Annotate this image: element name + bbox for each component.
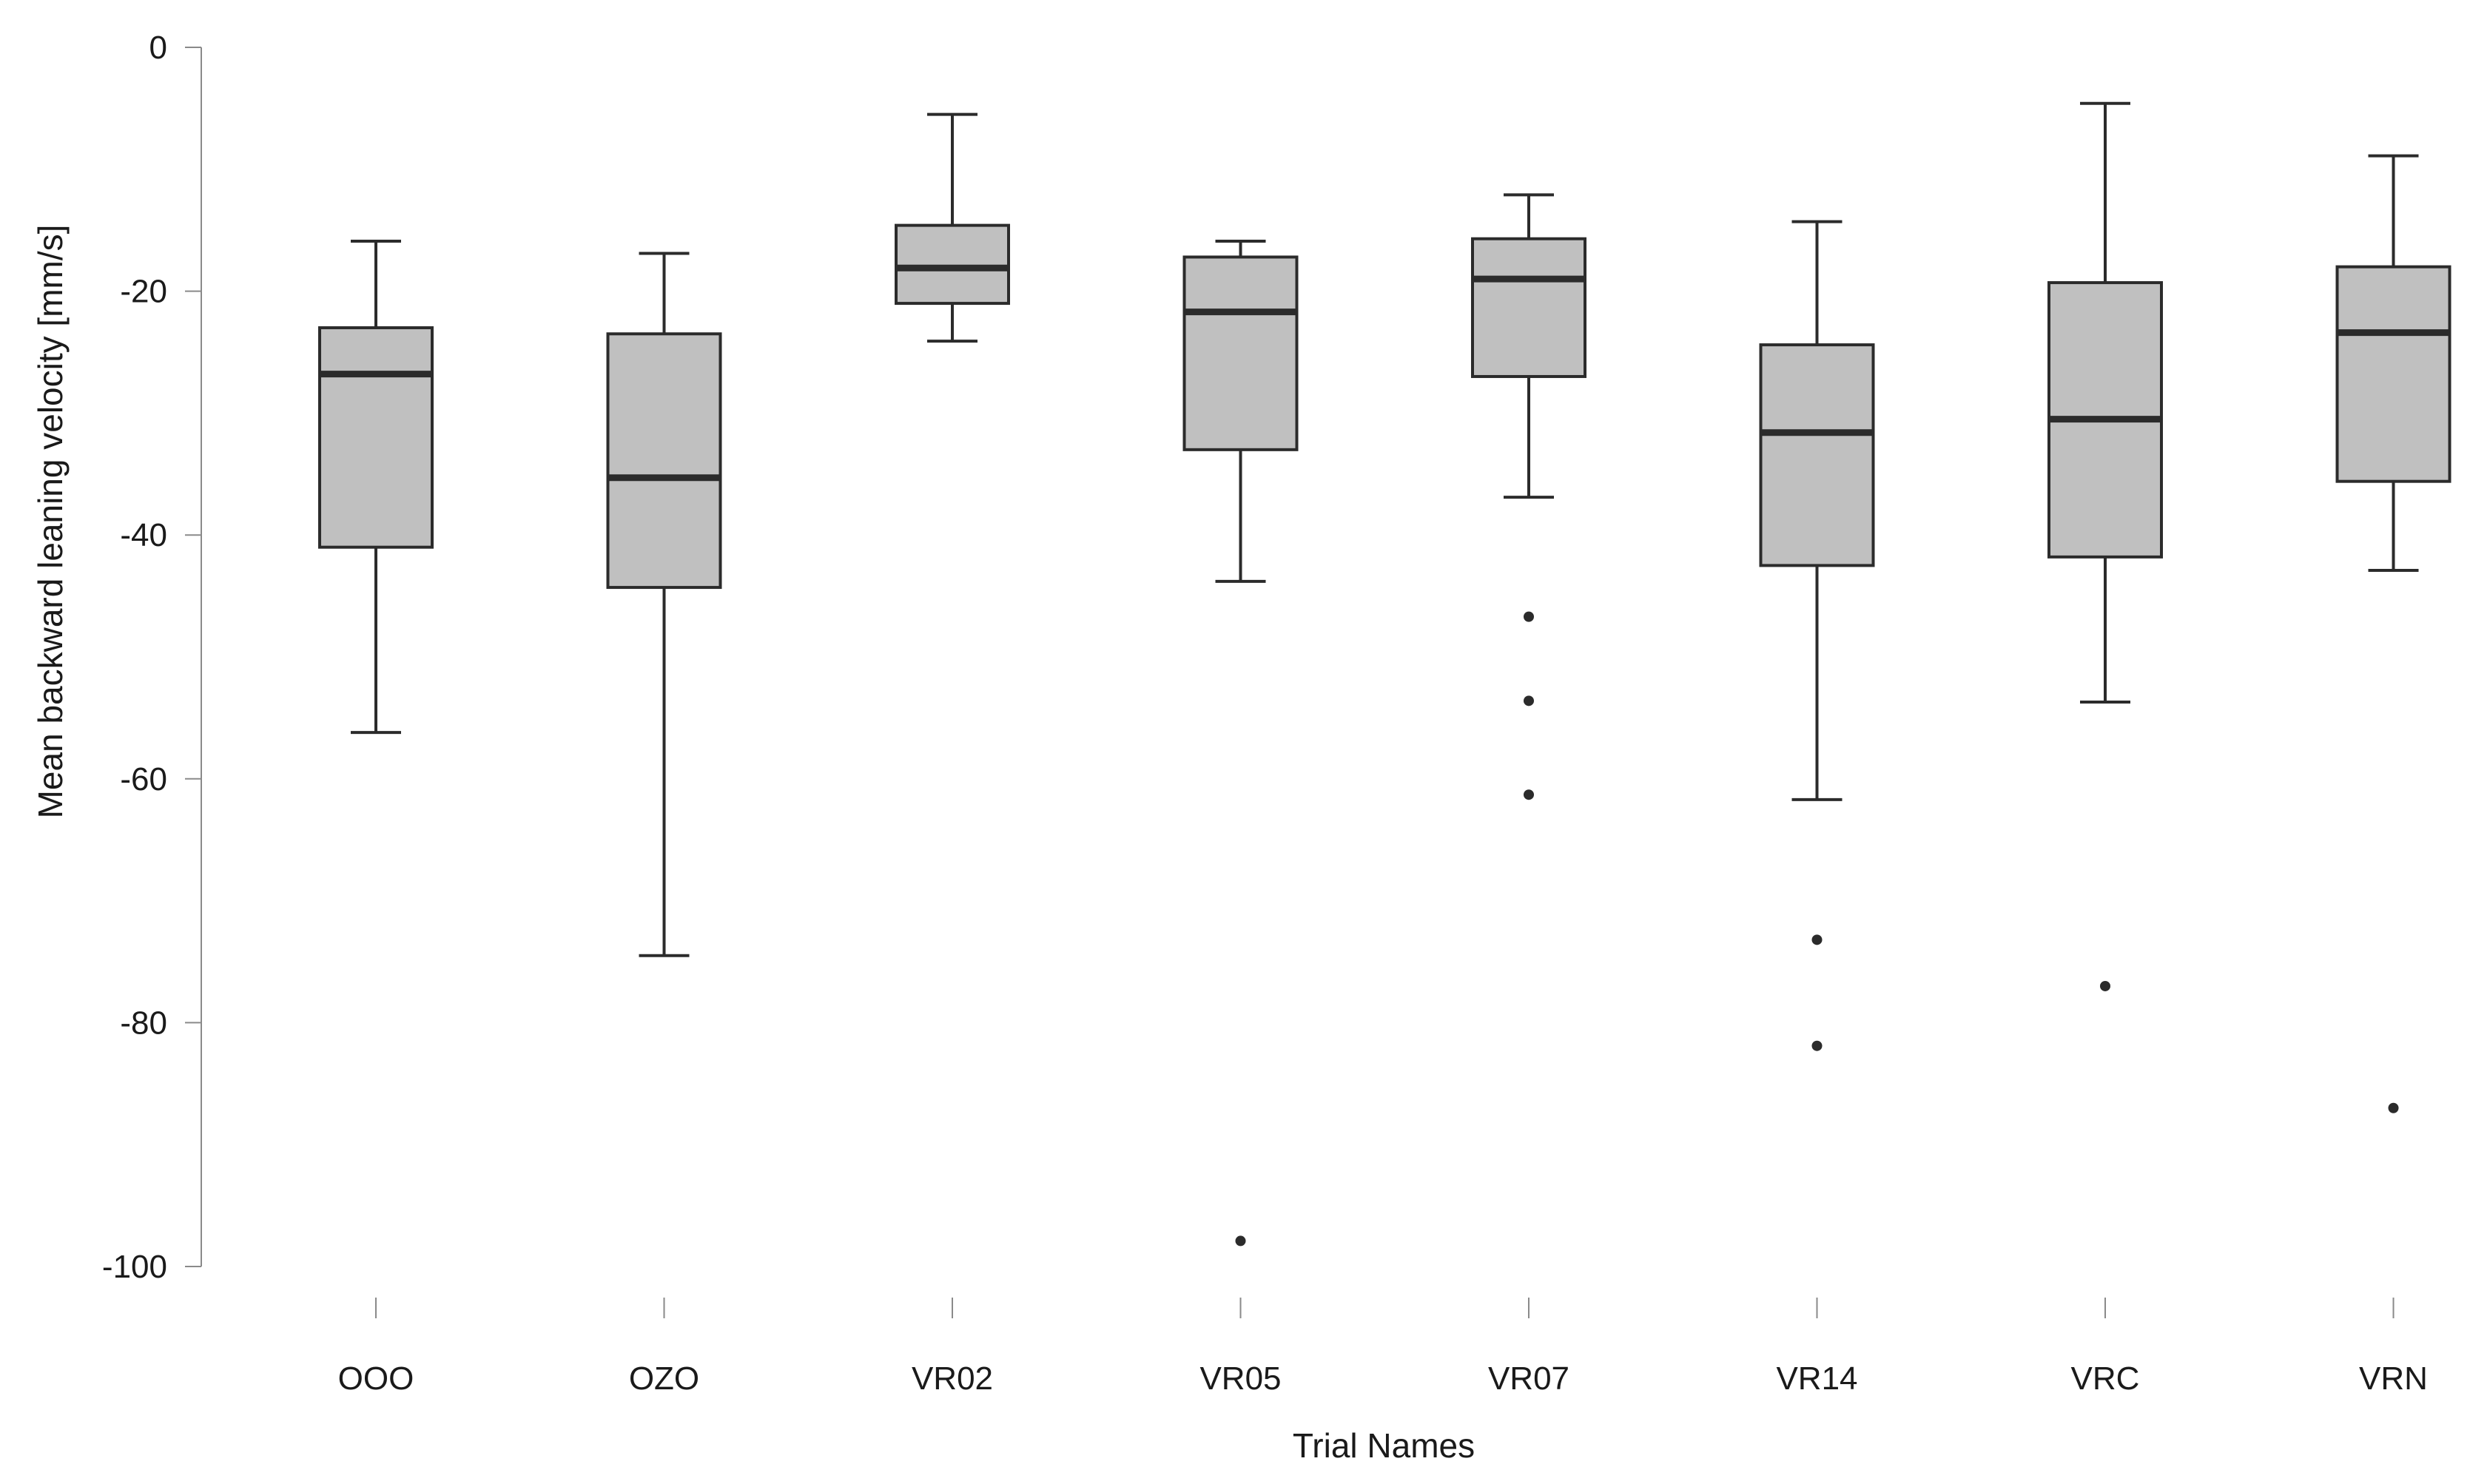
box-group-vr07 xyxy=(1471,193,1586,800)
outlier-point xyxy=(1235,1235,1246,1247)
x-tick-label: VR07 xyxy=(1488,1360,1569,1397)
outlier-point xyxy=(2100,980,2110,991)
box-group-ozo xyxy=(606,252,722,957)
iqr-box xyxy=(1759,343,1875,567)
iqr-box xyxy=(606,332,722,590)
box-group-vr05 xyxy=(1182,240,1299,1247)
x-tick-label: VRC xyxy=(2071,1360,2140,1397)
x-axis-title: Trial Names xyxy=(1293,1426,1475,1465)
y-tick-label: -40 xyxy=(120,517,167,553)
y-tick-label: 0 xyxy=(149,30,167,66)
x-tick-label: VR02 xyxy=(912,1360,993,1397)
box-group-vr02 xyxy=(895,112,1010,343)
y-tick-label: -20 xyxy=(120,274,167,310)
box-group-ooo xyxy=(318,240,434,735)
outlier-point xyxy=(1524,695,1534,706)
y-tick-label: -60 xyxy=(120,761,167,797)
iqr-box xyxy=(1182,255,1299,451)
box-group-vrn xyxy=(2335,154,2452,1113)
outlier-point xyxy=(1524,611,1534,622)
y-axis: 0 -20 -40 -60 -80 -100 xyxy=(102,30,202,1285)
iqr-box xyxy=(2335,265,2452,483)
boxes-layer xyxy=(318,101,2452,1247)
x-axis: OOO OZO VR02 VR05 VR07 VR14 VRC VRN xyxy=(338,1298,2428,1397)
x-tick-label: OZO xyxy=(629,1360,699,1397)
box-group-vrc xyxy=(2047,101,2163,991)
y-tick-label: -100 xyxy=(102,1249,167,1285)
iqr-box xyxy=(1471,237,1586,378)
x-tick-label: VR14 xyxy=(1776,1360,1857,1397)
box-group-vr14 xyxy=(1759,220,1875,1051)
y-tick-label: -80 xyxy=(120,1005,167,1041)
outlier-point xyxy=(2388,1102,2399,1113)
y-axis-title: Mean backward leaning velocity [mm/s] xyxy=(31,225,70,819)
x-tick-label: VR05 xyxy=(1199,1360,1281,1397)
iqr-box xyxy=(895,223,1010,306)
x-tick-label: VRN xyxy=(2359,1360,2428,1397)
iqr-box xyxy=(318,326,434,549)
outlier-point xyxy=(1811,934,1823,945)
outlier-point xyxy=(1811,1040,1823,1051)
x-tick-label: OOO xyxy=(338,1360,414,1397)
outlier-point xyxy=(1524,789,1534,800)
